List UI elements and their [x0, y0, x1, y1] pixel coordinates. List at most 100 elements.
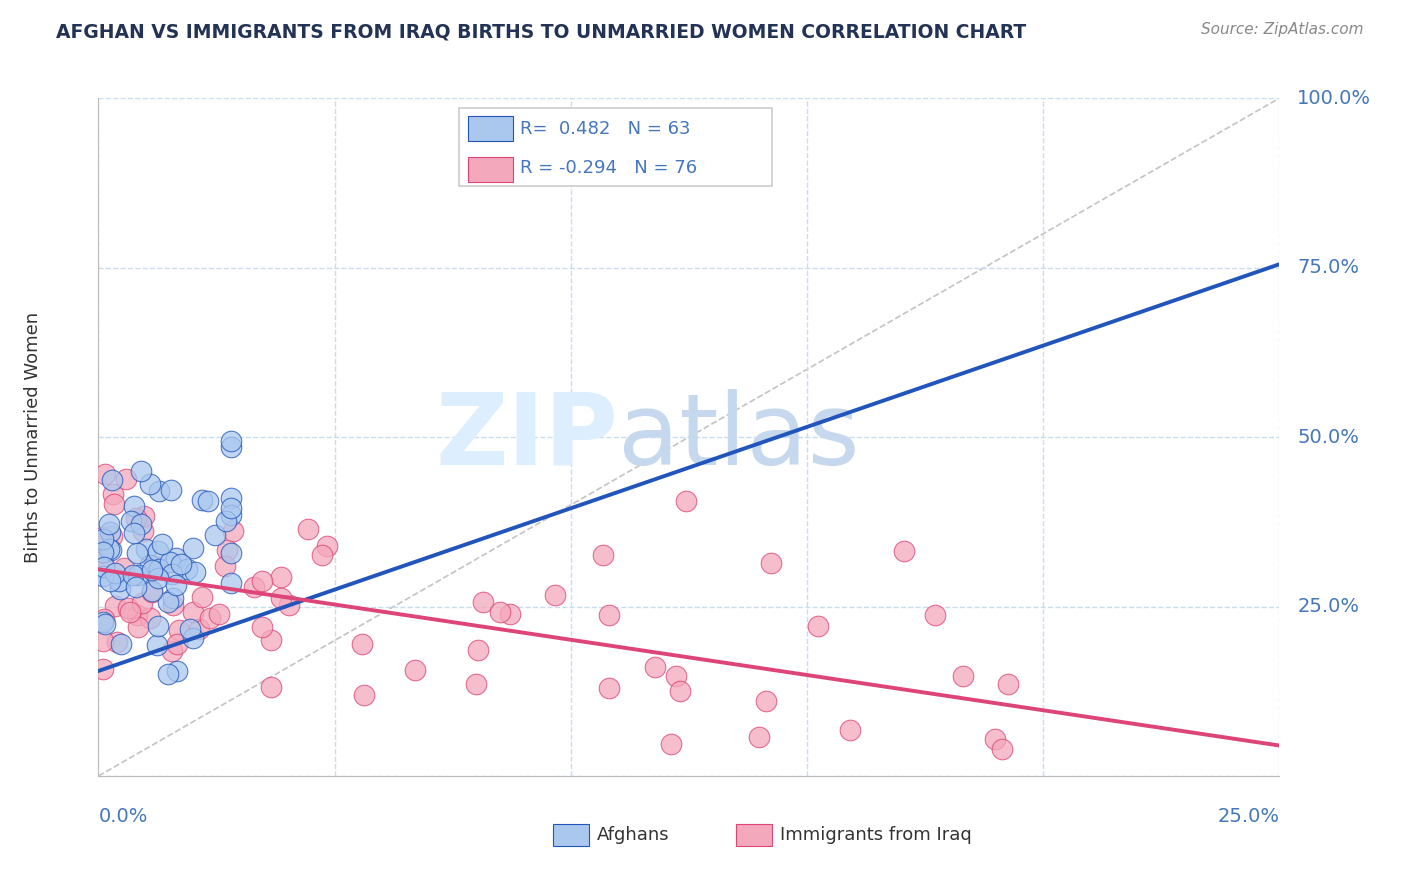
Point	[91, 634, 114, 648]
Point	[252, 620, 274, 634]
Point	[100, 543, 122, 558]
Point	[204, 528, 226, 542]
Point	[162, 566, 184, 581]
Point	[350, 637, 373, 651]
Point	[166, 637, 188, 651]
Point	[98, 574, 121, 588]
Text: Births to Unmarried Women: Births to Unmarried Women	[24, 311, 42, 563]
Point	[219, 434, 242, 448]
Point	[115, 471, 138, 485]
Point	[315, 539, 337, 553]
Point	[984, 731, 1007, 746]
Point	[200, 611, 222, 625]
Point	[759, 556, 782, 570]
FancyBboxPatch shape	[737, 824, 772, 846]
Point	[127, 568, 149, 582]
Point	[924, 608, 946, 623]
Point	[997, 677, 1019, 691]
Point	[197, 494, 219, 508]
Point	[148, 571, 170, 585]
Point	[131, 464, 153, 478]
Point	[215, 514, 238, 528]
Point	[179, 622, 201, 636]
Point	[219, 501, 242, 516]
Point	[132, 508, 155, 523]
Point	[148, 483, 170, 498]
Point	[991, 742, 1014, 756]
Point	[127, 620, 149, 634]
Text: R = -0.294   N = 76: R = -0.294 N = 76	[520, 159, 697, 177]
Point	[644, 660, 666, 674]
Point	[120, 606, 142, 620]
Point	[120, 514, 142, 528]
Point	[166, 550, 188, 565]
Point	[108, 582, 131, 597]
Point	[91, 532, 114, 546]
Point	[838, 723, 860, 738]
Point	[219, 508, 242, 523]
Point	[489, 605, 512, 619]
Point	[159, 555, 181, 569]
Point	[160, 483, 183, 497]
Point	[91, 662, 114, 676]
Point	[122, 568, 145, 582]
Text: 0.0%: 0.0%	[98, 806, 148, 826]
FancyBboxPatch shape	[553, 824, 589, 846]
Point	[215, 543, 238, 558]
Point	[129, 516, 152, 531]
Point	[404, 663, 426, 677]
Point	[131, 597, 153, 611]
Text: Immigrants from Iraq: Immigrants from Iraq	[780, 826, 972, 844]
Point	[543, 588, 565, 602]
Point	[219, 546, 242, 560]
Point	[101, 529, 124, 543]
Point	[170, 557, 193, 571]
Point	[141, 563, 163, 577]
Point	[191, 590, 214, 604]
Point	[93, 467, 115, 481]
Point	[208, 607, 231, 622]
Text: 25.0%: 25.0%	[1218, 806, 1279, 826]
Point	[165, 578, 187, 592]
Point	[110, 637, 132, 651]
Point	[91, 615, 114, 629]
Point	[181, 631, 204, 645]
Point	[598, 607, 620, 622]
Point	[176, 562, 198, 576]
Point	[755, 694, 778, 708]
Point	[665, 669, 688, 683]
Point	[91, 554, 114, 568]
Point	[270, 569, 292, 583]
Point	[259, 680, 281, 694]
Point	[675, 494, 697, 508]
Point	[145, 638, 167, 652]
Point	[132, 524, 155, 538]
Point	[222, 524, 245, 539]
Point	[472, 595, 495, 609]
Point	[98, 524, 121, 539]
Point	[167, 623, 190, 637]
Text: Afghans: Afghans	[596, 826, 669, 844]
Point	[139, 610, 162, 624]
Point	[893, 544, 915, 558]
Point	[669, 684, 692, 698]
Point	[184, 565, 207, 579]
Point	[467, 642, 489, 657]
Point	[219, 491, 242, 505]
Point	[157, 595, 180, 609]
Point	[125, 546, 148, 560]
Point	[103, 497, 125, 511]
Point	[107, 574, 129, 588]
Point	[465, 677, 488, 691]
Point	[152, 537, 174, 551]
Point	[166, 665, 188, 679]
Point	[259, 633, 281, 648]
Point	[748, 730, 770, 744]
Point	[98, 542, 121, 557]
FancyBboxPatch shape	[468, 116, 513, 142]
Point	[181, 605, 204, 619]
Point	[141, 584, 163, 599]
Point	[122, 526, 145, 541]
Point	[191, 493, 214, 508]
Point	[143, 558, 166, 573]
